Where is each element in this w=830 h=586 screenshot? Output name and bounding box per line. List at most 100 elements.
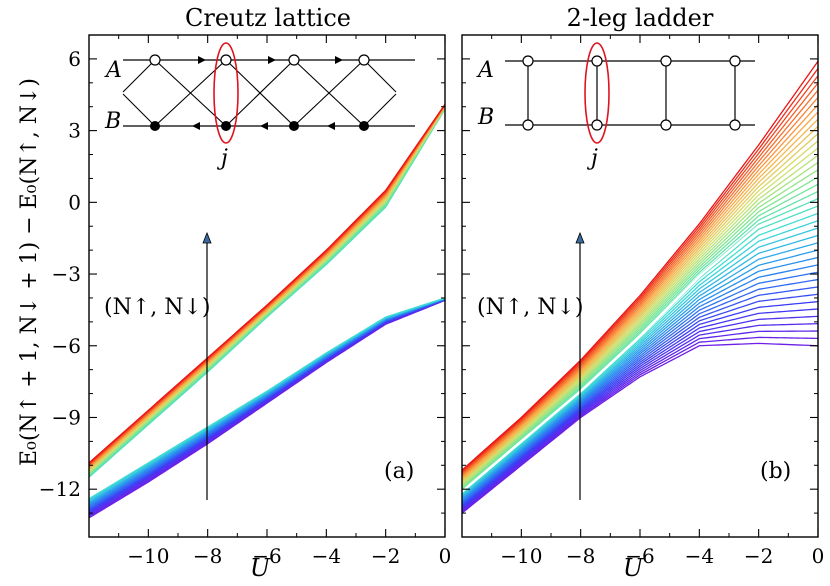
x-tick-label: −6 bbox=[252, 544, 281, 568]
y-tick-label: 3 bbox=[68, 119, 81, 143]
series-line bbox=[461, 133, 819, 482]
panel-a-x-axis-label: U bbox=[250, 554, 271, 582]
series-line bbox=[461, 201, 819, 493]
x-tick-label: 0 bbox=[439, 544, 452, 568]
site-b-icon bbox=[729, 119, 741, 131]
y-tick-label: −3 bbox=[52, 262, 81, 286]
arrow-head-icon bbox=[198, 56, 206, 64]
x-tick-label: −2 bbox=[371, 544, 400, 568]
series-line bbox=[461, 336, 819, 513]
row-b-label: B bbox=[477, 105, 494, 130]
series-line bbox=[88, 299, 446, 518]
x-tick-label: −4 bbox=[312, 544, 341, 568]
series-line bbox=[88, 103, 446, 464]
series-line bbox=[461, 118, 819, 480]
row-a-label: A bbox=[104, 58, 122, 83]
series-line bbox=[461, 323, 819, 511]
x-tick-label: 0 bbox=[812, 544, 825, 568]
arrow-head-icon bbox=[335, 56, 343, 64]
series-line bbox=[461, 249, 819, 500]
series-line bbox=[88, 104, 446, 466]
site-a-icon bbox=[358, 54, 370, 66]
site-b-icon bbox=[289, 121, 299, 131]
site-j-highlight-icon bbox=[213, 42, 239, 144]
series-line bbox=[88, 105, 446, 470]
series-line bbox=[461, 169, 819, 488]
y-tick-label: −6 bbox=[52, 334, 81, 358]
panel-a-arrow-label: (N↑, N↓) bbox=[104, 295, 211, 320]
series-line bbox=[461, 89, 819, 475]
arrow-head-icon bbox=[260, 122, 268, 130]
x-tick-label: −6 bbox=[625, 544, 654, 568]
series-line bbox=[461, 190, 819, 491]
site-a-icon bbox=[149, 54, 161, 66]
site-b-icon bbox=[660, 119, 672, 131]
site-j-highlight-icon bbox=[584, 42, 610, 144]
series-line bbox=[461, 111, 819, 479]
site-a-icon bbox=[522, 55, 534, 67]
panel-a-inset: A B j bbox=[104, 42, 415, 171]
series-line bbox=[461, 147, 819, 484]
series-line bbox=[461, 154, 819, 485]
panel-b-inset: A B j bbox=[476, 42, 755, 171]
panel-a-title: Creutz lattice bbox=[185, 4, 351, 32]
series-line bbox=[461, 183, 819, 490]
series-line bbox=[461, 271, 819, 503]
y-tick-label: 0 bbox=[68, 190, 81, 214]
x-tick-label: −8 bbox=[193, 544, 222, 568]
x-tick-label: −2 bbox=[744, 544, 773, 568]
site-a-icon bbox=[220, 54, 232, 66]
series-line bbox=[461, 60, 819, 471]
site-b-icon bbox=[359, 121, 369, 131]
series-line bbox=[88, 105, 446, 467]
series-line bbox=[461, 293, 819, 506]
site-b-icon bbox=[221, 121, 231, 131]
panel-a: Creutz lattice −10 −8 −6 −4 −2 0 6 3 0 −3 −6 −9 −12 bbox=[39, 4, 452, 568]
site-j-label: j bbox=[586, 146, 598, 171]
series-line bbox=[88, 105, 446, 468]
y-tick-label: −9 bbox=[52, 405, 81, 429]
panel-a-frame bbox=[88, 34, 446, 538]
x-tick-label: −4 bbox=[685, 544, 714, 568]
series-line bbox=[88, 297, 446, 500]
site-b-icon bbox=[522, 119, 534, 131]
series-line bbox=[461, 286, 819, 505]
panel-a-ticks: −10 −8 −6 −4 −2 0 6 3 0 −3 −6 −9 −12 bbox=[39, 34, 452, 568]
series-line bbox=[461, 264, 819, 502]
series-line bbox=[461, 300, 819, 507]
panel-a-curves bbox=[88, 103, 446, 519]
series-line bbox=[461, 256, 819, 501]
site-a-icon bbox=[591, 55, 603, 67]
site-b-icon bbox=[150, 121, 160, 131]
series-line bbox=[461, 140, 819, 483]
series-line bbox=[461, 315, 819, 510]
arrow-up-icon bbox=[202, 231, 212, 244]
panel-b-x-axis-label: U bbox=[623, 554, 644, 582]
panel-b-ticks: −10 −8 −6 −4 −2 0 bbox=[461, 34, 825, 568]
series-line bbox=[461, 278, 819, 504]
row-b-label: B bbox=[104, 109, 121, 134]
series-line bbox=[461, 125, 819, 481]
site-b-icon bbox=[591, 119, 603, 131]
panel-a-label: (a) bbox=[384, 459, 414, 484]
panel-b-title: 2-leg ladder bbox=[567, 4, 714, 32]
panel-b-arrow-label: (N↑, N↓) bbox=[477, 295, 584, 320]
series-line bbox=[461, 227, 819, 496]
y-tick-label: 6 bbox=[68, 47, 81, 71]
arrow-head-icon bbox=[327, 122, 335, 130]
series-line bbox=[461, 162, 819, 487]
arrow-up-icon bbox=[575, 231, 585, 244]
series-line bbox=[88, 104, 446, 466]
series-line bbox=[461, 212, 819, 494]
site-a-icon bbox=[660, 55, 672, 67]
arrow-head-icon bbox=[192, 122, 200, 130]
panel-b: 2-leg ladder −10 −8 −6 −4 −2 0 A B j bbox=[461, 4, 825, 568]
panel-b-curves bbox=[461, 60, 819, 514]
series-line bbox=[461, 308, 819, 509]
series-line bbox=[461, 82, 819, 474]
series-line bbox=[461, 97, 819, 477]
arrow-head-icon bbox=[268, 56, 276, 64]
site-a-icon bbox=[288, 54, 300, 66]
series-line bbox=[461, 68, 819, 472]
